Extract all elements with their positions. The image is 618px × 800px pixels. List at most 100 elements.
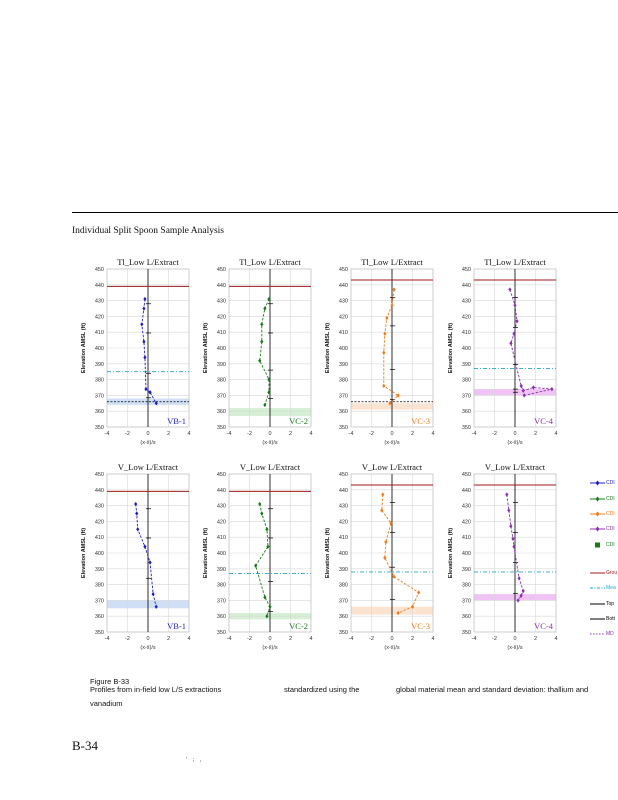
y-tick-label: 430 [339,504,348,510]
data-point [135,511,139,516]
y-tick-label: 450 [95,267,104,273]
chart-title: V_Low L/Extract [118,462,179,472]
y-tick-label: 410 [339,535,348,541]
y-tick-label: 400 [217,346,226,352]
chart-panel-4: 350 360 370 380 390 400 410 420 430 440 450 -4 -2 0 2 4… [448,257,558,446]
y-axis-label: Elevation AMSL (ft) [325,323,331,373]
figure-caption: Figure B-33 vanadium [90,676,129,709]
series-line [509,289,553,396]
y-tick-label: 420 [217,519,226,525]
data-point [410,604,415,609]
y-tick-label: 400 [462,551,471,557]
x-tick-label: -4 [349,431,354,437]
y-tick-label: 420 [339,519,348,525]
y-tick-label: 410 [95,330,104,336]
data-point [143,544,147,549]
data-point [143,296,147,302]
y-tick-label: 430 [217,504,226,510]
data-point [392,574,396,579]
x-tick-label: 0 [268,431,271,437]
y-axis-label: Elevation AMSL (ft) [448,528,454,578]
y-tick-label: 400 [339,346,348,352]
y-tick-label: 390 [217,567,226,573]
x-tick-label: -4 [227,431,232,437]
data-point [522,393,526,398]
caption-label: Figure B-33 [90,677,130,686]
y-tick-label: 360 [462,409,471,415]
y-tick-label: 410 [217,535,226,541]
data-point [507,508,511,513]
caption-line2: vanadium [90,699,123,708]
series-line [141,298,157,404]
y-tick-label: 450 [462,472,471,478]
y-tick-label: 370 [339,598,348,604]
y-tick-label: 380 [462,378,471,384]
y-tick-label: 450 [339,472,348,478]
x-tick-label: 4 [187,636,190,642]
data-point [267,390,271,395]
data-point [134,501,138,507]
data-point [268,604,272,609]
legend-label: CDI [606,496,615,502]
y-tick-label: 450 [217,472,226,478]
y-tick-label: 390 [95,567,104,573]
y-tick-label: 380 [95,583,104,589]
x-tick-label: -2 [125,636,130,642]
black-line [590,603,605,605]
chart-title: Tl_Low L/Extract [361,257,423,267]
legend-label: Top [606,601,615,607]
data-point [509,341,513,346]
data-point [260,339,264,344]
chart-title: Tl_Low L/Extract [239,257,301,267]
data-point [258,501,262,507]
legend-label: Grou [606,570,618,576]
data-point [140,322,144,327]
x-tick-label: -2 [369,431,374,437]
x-axis-label: (x-x̄)/s [384,645,400,651]
data-point [143,355,147,360]
data-point [531,385,536,390]
legend-label: CDI [606,480,615,486]
y-tick-label: 440 [339,283,348,289]
y-tick-label: 430 [462,504,471,510]
data-point [521,588,525,594]
y-tick-label: 380 [217,378,226,384]
data-point [388,401,392,406]
x-tick-label: 2 [411,431,414,437]
x-axis-label: (x-x̄)/s [384,440,400,446]
y-tick-label: 440 [462,283,471,289]
data-point [417,590,421,595]
y-tick-label: 400 [95,346,104,352]
caption-line1-b: standardized using the [284,685,360,694]
y-axis-label: Elevation AMSL (ft) [81,323,87,373]
data-point [380,508,384,513]
y-tick-label: 420 [95,314,104,320]
chart-panel-2: 350 360 370 380 390 400 410 420 430 440 450 -4 -2 0 2 4… [203,257,313,446]
chart-title: V_Low L/Extract [240,462,301,472]
y-tick-label: 400 [339,551,348,557]
legend-label: CDI [606,526,615,532]
y-tick-label: 420 [462,519,471,525]
y-axis-label: Elevation AMSL (ft) [325,528,331,578]
data-point [151,591,155,597]
series-line [259,298,270,406]
legend-item: CDI [590,480,615,486]
chart-panel-1: 350 360 370 380 390 400 410 420 430 440 450 -4 -2 0 2 4… [81,257,191,446]
y-tick-label: 360 [217,409,226,415]
y-tick-label: 360 [462,614,471,620]
y-tick-label: 380 [95,378,104,384]
chart-title: V_Low L/Extract [362,462,423,472]
x-tick-label: 0 [268,636,271,642]
legend-item: CDI [590,542,615,548]
x-tick-label: 4 [309,431,312,437]
x-tick-label: 2 [289,431,292,437]
data-point [136,527,140,532]
y-tick-label: 370 [462,598,471,604]
data-point [385,315,389,321]
y-tick-label: 350 [217,425,226,431]
x-tick-label: -2 [125,431,130,437]
y-tick-label: 450 [95,472,104,478]
borehole-tag: VC-3 [411,621,430,631]
black-line [590,618,605,620]
